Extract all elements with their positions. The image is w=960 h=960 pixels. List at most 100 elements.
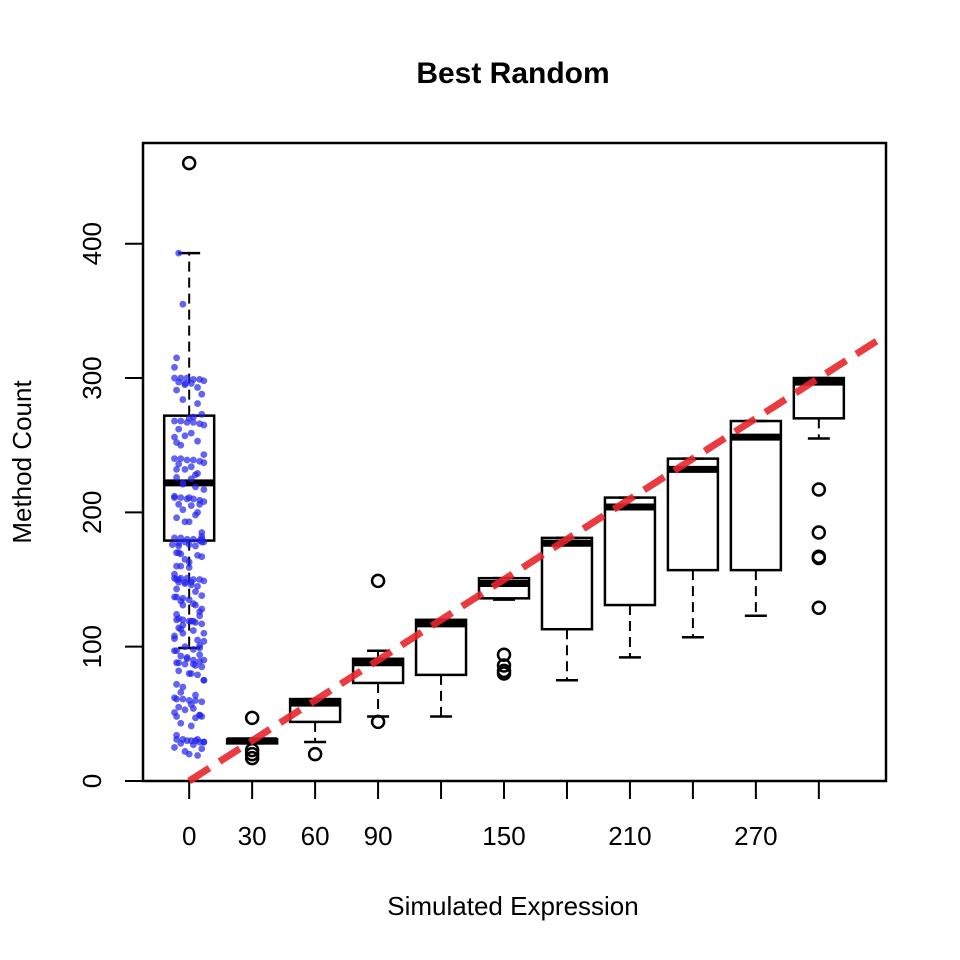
data-point (192, 714, 199, 722)
data-point (200, 577, 208, 585)
box-group (540, 536, 594, 682)
data-point (187, 578, 195, 586)
data-point (171, 374, 178, 382)
data-point (171, 455, 178, 463)
data-point (171, 744, 178, 751)
data-point (181, 643, 189, 651)
box-iqr (603, 496, 657, 607)
data-point (198, 538, 206, 546)
outlier-point (811, 482, 827, 497)
data-point (189, 535, 197, 543)
data-point (175, 378, 183, 386)
data-point (189, 660, 197, 668)
data-point (198, 390, 206, 398)
data-point (177, 550, 185, 558)
data-point (198, 533, 206, 540)
outlier-point (181, 155, 197, 171)
reference-line-layer (187, 332, 888, 784)
data-point (177, 688, 185, 696)
box-group (666, 457, 720, 639)
data-point (179, 300, 187, 308)
data-point (192, 588, 199, 596)
data-point (189, 645, 197, 653)
outlier-point (370, 573, 386, 589)
data-point (179, 506, 187, 514)
data-point (185, 518, 193, 526)
reference-line (187, 332, 888, 784)
data-point (173, 585, 180, 593)
box-iqr (792, 376, 846, 420)
data-point (181, 381, 189, 389)
box-group (729, 419, 783, 618)
data-point (189, 617, 197, 625)
box-iqr (729, 419, 783, 572)
data-point (192, 511, 199, 519)
data-point (175, 703, 183, 711)
outlier-point (496, 658, 512, 673)
data-point (177, 652, 185, 660)
data-point (173, 439, 180, 446)
data-point (179, 601, 187, 609)
box-group (351, 573, 405, 730)
data-point (171, 363, 178, 371)
x-tick-label: 150 (482, 821, 525, 851)
data-point (179, 683, 187, 691)
data-point (187, 722, 195, 730)
data-point (181, 538, 189, 546)
data-point (175, 500, 183, 508)
data-point (171, 694, 178, 702)
data-point (192, 542, 199, 550)
data-point (198, 745, 206, 753)
data-point (185, 596, 193, 604)
data-point (173, 647, 180, 655)
data-point (175, 460, 183, 468)
outlier-point (370, 714, 386, 730)
x-tick-label: 270 (734, 821, 777, 851)
data-point (179, 629, 187, 637)
box-group (603, 496, 657, 659)
data-point (200, 421, 208, 429)
data-point (171, 433, 178, 441)
outlier-point (811, 550, 827, 566)
data-point (196, 651, 204, 659)
data-point (194, 752, 201, 759)
data-point (171, 632, 178, 640)
data-point (177, 494, 185, 501)
data-point (171, 534, 178, 542)
data-point (187, 380, 195, 387)
data-point (194, 400, 201, 407)
data-point (192, 471, 199, 479)
outlier-point (496, 666, 512, 681)
data-point (198, 663, 206, 671)
outlier-point (811, 525, 827, 540)
data-point (192, 697, 199, 704)
data-point (177, 455, 185, 463)
data-point (194, 437, 201, 445)
outlier-point (496, 647, 512, 662)
y-axis: 0 100 200 300 400 (77, 222, 144, 788)
data-point (200, 629, 208, 637)
y-tick-label: 400 (77, 222, 107, 265)
data-point (183, 654, 191, 661)
data-point (189, 418, 197, 426)
data-point (194, 582, 201, 590)
data-point (198, 553, 206, 561)
y-tick-label: 300 (77, 356, 107, 399)
data-point (173, 576, 180, 583)
data-point (181, 660, 189, 668)
data-point (175, 667, 183, 675)
data-point (185, 558, 193, 566)
data-point (187, 670, 195, 677)
data-point (183, 374, 191, 382)
data-point (200, 637, 208, 645)
data-point (189, 600, 197, 608)
data-point (185, 750, 193, 758)
data-point (189, 456, 197, 464)
data-point (200, 498, 208, 506)
data-point (181, 465, 189, 473)
data-point (196, 641, 204, 649)
boxes-layer (162, 155, 846, 766)
y-tick-label: 0 (77, 774, 107, 788)
data-point (179, 695, 187, 703)
plot-frame (141, 141, 888, 783)
